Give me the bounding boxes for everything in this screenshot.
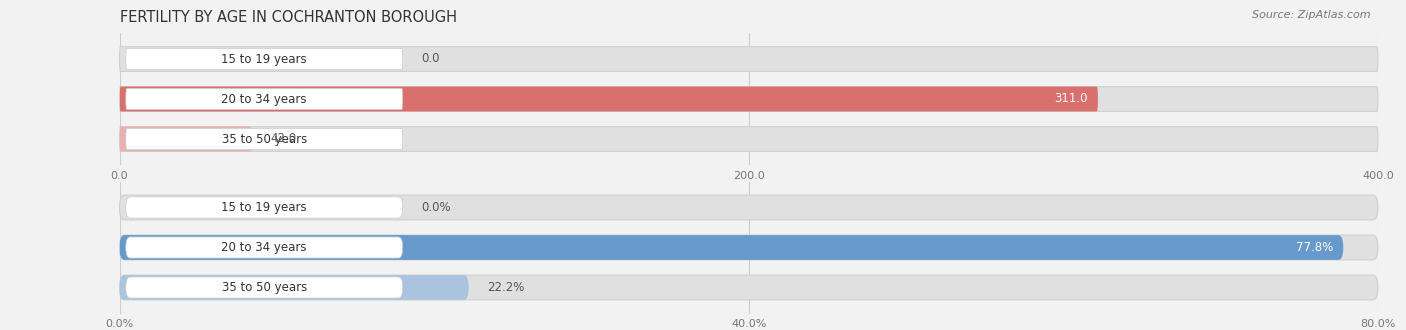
FancyBboxPatch shape xyxy=(120,86,1378,112)
Text: 0.0%: 0.0% xyxy=(422,201,451,214)
Text: 77.8%: 77.8% xyxy=(1296,241,1333,254)
FancyBboxPatch shape xyxy=(125,197,402,218)
FancyBboxPatch shape xyxy=(120,275,1378,300)
FancyBboxPatch shape xyxy=(125,237,402,258)
FancyBboxPatch shape xyxy=(120,86,1098,112)
Text: 35 to 50 years: 35 to 50 years xyxy=(222,133,307,146)
Text: 20 to 34 years: 20 to 34 years xyxy=(222,241,307,254)
FancyBboxPatch shape xyxy=(120,47,1378,71)
Text: 20 to 34 years: 20 to 34 years xyxy=(222,92,307,106)
FancyBboxPatch shape xyxy=(120,235,1378,260)
FancyBboxPatch shape xyxy=(125,49,402,70)
FancyBboxPatch shape xyxy=(120,275,468,300)
Text: 311.0: 311.0 xyxy=(1054,92,1088,106)
Text: FERTILITY BY AGE IN COCHRANTON BOROUGH: FERTILITY BY AGE IN COCHRANTON BOROUGH xyxy=(120,10,457,25)
Text: 15 to 19 years: 15 to 19 years xyxy=(221,52,307,65)
Text: 22.2%: 22.2% xyxy=(488,281,524,294)
Text: 42.0: 42.0 xyxy=(270,133,297,146)
Text: Source: ZipAtlas.com: Source: ZipAtlas.com xyxy=(1253,10,1371,20)
FancyBboxPatch shape xyxy=(120,235,1343,260)
Text: 15 to 19 years: 15 to 19 years xyxy=(221,201,307,214)
FancyBboxPatch shape xyxy=(120,127,1378,151)
Text: 35 to 50 years: 35 to 50 years xyxy=(222,281,307,294)
FancyBboxPatch shape xyxy=(125,277,402,298)
FancyBboxPatch shape xyxy=(125,88,402,110)
FancyBboxPatch shape xyxy=(120,127,252,151)
FancyBboxPatch shape xyxy=(120,195,1378,220)
FancyBboxPatch shape xyxy=(125,128,402,149)
Text: 0.0: 0.0 xyxy=(422,52,440,65)
